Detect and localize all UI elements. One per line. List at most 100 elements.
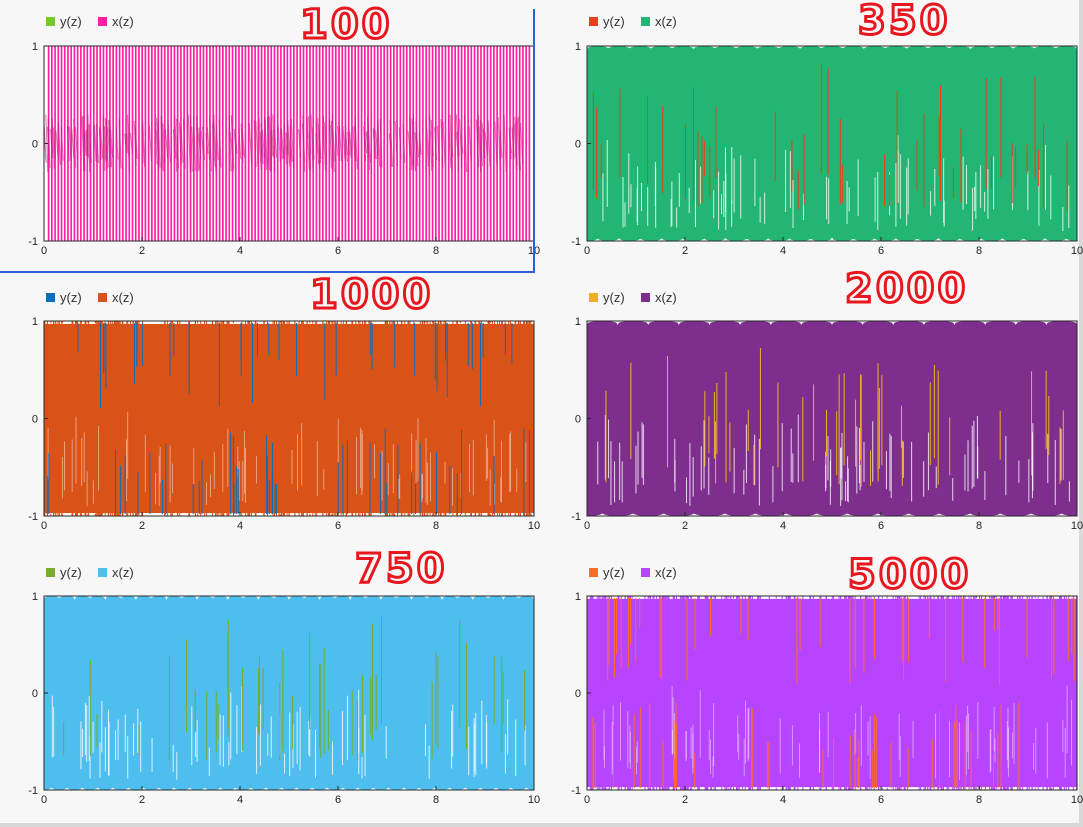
series-xz-line — [330, 120, 334, 167]
series-xz-line — [481, 122, 485, 165]
x-tick-label: 8 — [433, 520, 439, 532]
series-xz-line — [255, 120, 259, 167]
chart-panel-2: 10-10 2 4 6 8 10y(z) x(z) 350 — [571, 0, 1083, 257]
series-xz-line — [497, 116, 501, 171]
legend-label: x(z) — [655, 290, 677, 305]
series-xz-line — [342, 131, 346, 156]
handwritten-annotation: 1000 — [310, 272, 433, 318]
series-xz-line — [83, 130, 87, 157]
series-xz-line — [389, 120, 393, 167]
series-xz-line — [234, 133, 238, 154]
legend-label: x(z) — [112, 565, 134, 580]
x-tick-label: 0 — [584, 794, 590, 806]
series-xz-line — [348, 128, 352, 159]
legend-swatch — [641, 568, 650, 577]
series-xz-line — [281, 128, 285, 159]
series-xz-line — [331, 114, 335, 173]
series-xz-line — [448, 119, 452, 168]
series-xz-line — [271, 128, 275, 159]
y-tick-label: 0 — [575, 688, 581, 700]
series-xz-line — [310, 114, 314, 173]
series-xz-line — [302, 115, 306, 172]
y-tick-label: 0 — [575, 139, 581, 151]
series-xz-line — [286, 123, 290, 164]
y-tick-label: 0 — [575, 414, 581, 426]
series-xz-line — [196, 115, 200, 172]
series-xz-line — [148, 126, 152, 161]
series-xz-line — [167, 124, 171, 163]
series-xz-line — [363, 126, 367, 161]
series-xz-line — [478, 127, 482, 160]
series-xz-line — [104, 126, 108, 161]
series-xz-line — [484, 131, 488, 156]
x-tick-label: 0 — [41, 794, 47, 806]
series-xz-line — [129, 132, 133, 155]
y-tick-label: 0 — [32, 139, 38, 151]
chart-panel-6: 10-10 2 4 6 8 10y(z) x(z) 5000 — [571, 551, 1083, 807]
series-xz-line — [205, 133, 209, 154]
series-xz-line — [499, 129, 503, 158]
series-xz-line — [318, 127, 322, 160]
series-xz-line — [412, 115, 416, 172]
series-xz-line — [202, 126, 206, 161]
series-xz-line — [100, 128, 104, 159]
series-xz-line — [409, 116, 413, 171]
series-xz-line — [66, 125, 70, 162]
legend-swatch — [589, 17, 598, 26]
series-xz-line — [87, 126, 91, 161]
series-xz-line — [429, 115, 433, 172]
x-tick-label: 8 — [976, 794, 982, 806]
series-xz-line — [164, 128, 168, 159]
series-xz-line — [263, 116, 267, 171]
series-xz-line — [315, 133, 319, 154]
handwritten-annotation: 2000 — [845, 266, 968, 312]
series-xz-line — [98, 127, 102, 160]
series-xz-line — [335, 130, 339, 157]
series-xz-line — [103, 127, 107, 160]
series-xz-line — [449, 114, 453, 173]
series-xz-line — [172, 129, 176, 158]
series-xz-line — [402, 124, 406, 163]
series-yz — [46, 322, 530, 515]
series-xz-line — [124, 133, 128, 154]
x-tick-label: 2 — [139, 245, 145, 257]
series-xz-line — [74, 126, 78, 161]
series-xz-line — [50, 133, 54, 154]
y-tick-label: 1 — [575, 591, 581, 603]
legend-label: x(z) — [112, 14, 134, 29]
series-xz-line — [436, 125, 440, 162]
series-xz-line — [57, 122, 61, 165]
series-xz-line — [175, 118, 179, 169]
y-tick-label: -1 — [28, 511, 38, 523]
x-tick-label: 2 — [682, 520, 688, 532]
legend-label: y(z) — [603, 14, 625, 29]
x-tick-label: 6 — [878, 794, 884, 806]
x-tick-label: 6 — [335, 245, 341, 257]
series-xz-line — [134, 127, 138, 160]
series-xz-line — [162, 123, 166, 164]
series-xz-line — [365, 132, 369, 155]
series-xz-line — [174, 126, 178, 161]
series-xz-line — [418, 132, 422, 155]
legend-label: y(z) — [60, 565, 82, 580]
series-xz-line — [233, 128, 237, 159]
series-xz-line — [126, 118, 130, 169]
series-xz-line — [81, 116, 85, 171]
series-xz-line — [215, 126, 219, 161]
y-tick-label: -1 — [571, 511, 581, 523]
series-xz-line — [308, 132, 312, 155]
legend-label: x(z) — [112, 290, 134, 305]
x-tick-label: 2 — [682, 245, 688, 257]
series-xz-line — [487, 120, 491, 167]
series-xz-line — [416, 129, 420, 158]
series-xz-line — [110, 129, 114, 158]
series-xz-line — [93, 125, 97, 162]
series-xz-line — [200, 130, 204, 157]
series-xz-line — [229, 131, 233, 156]
series-xz-line — [338, 125, 342, 162]
series-xz-line — [366, 130, 370, 157]
series-xz-line — [494, 121, 498, 166]
handwritten-annotation: 750 — [355, 546, 448, 592]
x-tick-label: 10 — [528, 794, 540, 806]
series-xz — [43, 46, 531, 241]
